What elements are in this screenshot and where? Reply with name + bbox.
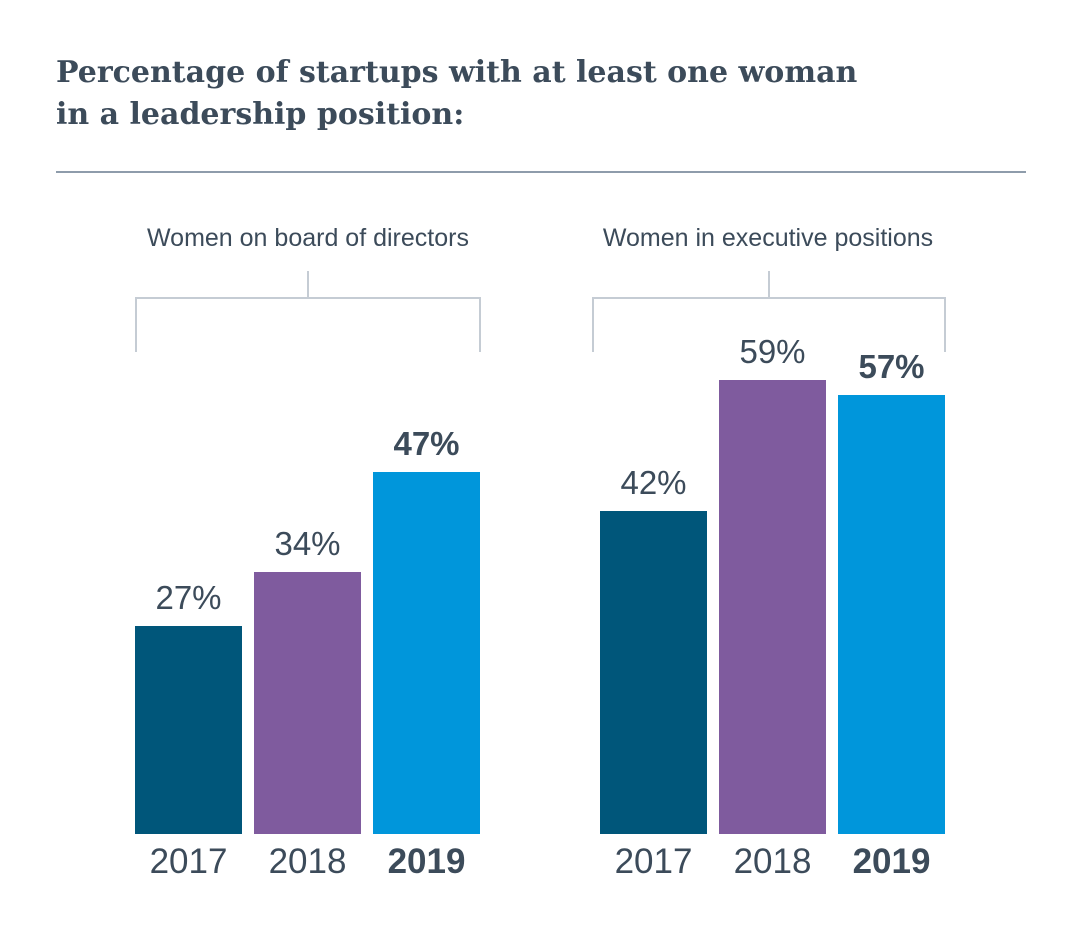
year-label-executive-2019: 2019 — [852, 842, 931, 881]
bar-board-2017 — [135, 626, 242, 834]
value-label-executive-2017: 42% — [620, 463, 687, 501]
bar-board-2019 — [373, 472, 480, 834]
bar-executive-2017 — [600, 510, 707, 834]
year-label-board-2018: 2018 — [268, 842, 347, 881]
bracket-board-stem — [307, 271, 309, 299]
title-divider — [56, 171, 1026, 173]
bar-executive-2018 — [719, 379, 826, 834]
chart-title-line-2: in a leadership position: — [56, 97, 465, 132]
bracket-executive-stem — [768, 271, 770, 299]
group-label-executive: Women in executive positions — [602, 224, 934, 252]
bar-board-2018 — [254, 572, 361, 834]
chart-title: Percentage of startups with at least one… — [56, 52, 857, 136]
year-label-executive-2017: 2017 — [614, 842, 693, 881]
year-label-executive-2018: 2018 — [733, 842, 812, 881]
bar-executive-2019 — [838, 395, 945, 834]
group-label-board: Women on board of directors — [147, 224, 469, 252]
year-label-board-2019: 2019 — [387, 842, 466, 881]
value-label-board-2017: 27% — [155, 579, 222, 617]
bracket-board — [135, 271, 481, 352]
chart-title-line-1: Percentage of startups with at least one… — [56, 55, 858, 90]
year-label-board-2017: 2017 — [149, 842, 228, 881]
value-label-board-2018: 34% — [274, 525, 341, 563]
value-label-executive-2018: 59% — [739, 332, 806, 370]
value-label-board-2019: 47% — [393, 425, 460, 463]
bracket-executive — [592, 271, 946, 352]
value-label-executive-2019: 57% — [858, 348, 925, 386]
